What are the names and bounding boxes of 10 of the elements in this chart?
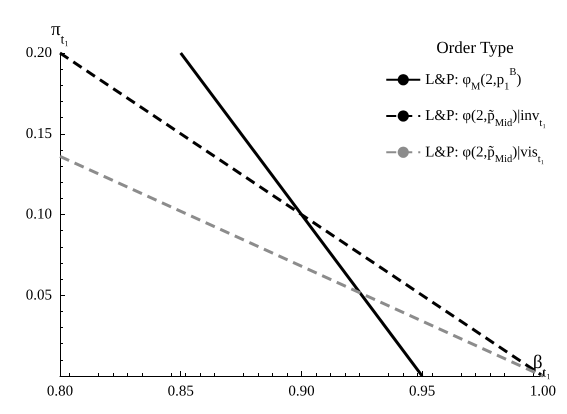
y-tick-label: 0.15 xyxy=(26,126,52,142)
y-tick-label: 0.10 xyxy=(26,206,52,222)
x-tick-label: 0.80 xyxy=(46,384,74,400)
x-tick-label: 0.95 xyxy=(409,384,436,400)
x-tick-label: 1.00 xyxy=(530,384,556,400)
legend-title: Order Type xyxy=(436,38,514,57)
x-tick-label: 0.90 xyxy=(288,384,315,400)
y-tick-label: 0.20 xyxy=(26,45,52,61)
y-tick-label: 0.05 xyxy=(26,287,52,304)
x-tick-label: 0.85 xyxy=(168,384,194,400)
